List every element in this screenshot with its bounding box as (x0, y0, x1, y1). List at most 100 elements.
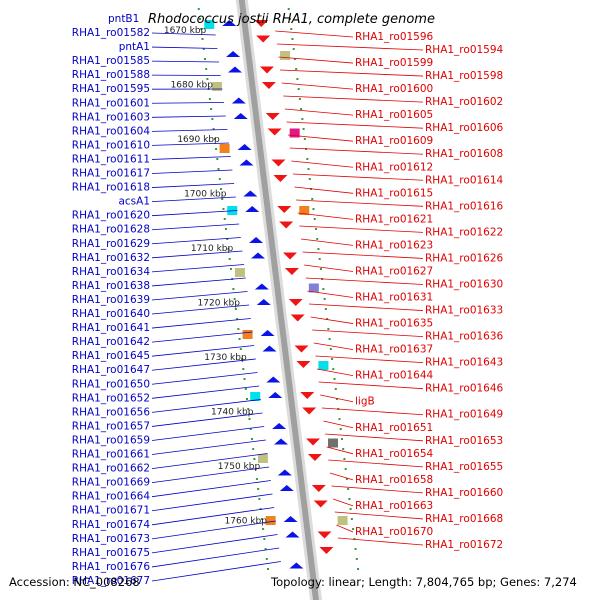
reverse-gene-arrow[interactable] (290, 314, 305, 322)
forward-gene-arrow[interactable] (289, 562, 304, 569)
forward-gene-arrow[interactable] (237, 144, 252, 150)
reverse-gene-arrow[interactable] (302, 407, 317, 415)
left-gene-label[interactable]: RHA1_ro01585 (72, 55, 150, 67)
left-gene-label[interactable]: RHA1_ro01582 (72, 27, 150, 39)
cog-box-right[interactable] (299, 206, 310, 215)
right-gene-label[interactable]: RHA1_ro01609 (355, 135, 433, 147)
left-gene-label[interactable]: RHA1_ro01588 (72, 69, 150, 81)
left-gene-label[interactable]: RHA1_ro01641 (72, 322, 150, 334)
right-gene-label[interactable]: RHA1_ro01596 (355, 31, 434, 43)
cog-box-right[interactable] (289, 128, 300, 138)
reverse-gene-arrow[interactable] (284, 268, 299, 275)
left-gene-label[interactable]: RHA1_ro01620 (72, 210, 150, 222)
right-gene-label[interactable]: RHA1_ro01616 (425, 200, 504, 212)
right-gene-label[interactable]: RHA1_ro01663 (355, 500, 433, 512)
left-gene-label[interactable]: RHA1_ro01595 (72, 83, 150, 95)
cog-box-right[interactable] (308, 283, 319, 293)
cog-box-right[interactable] (328, 438, 339, 448)
reverse-gene-arrow[interactable] (261, 82, 276, 89)
right-gene-label[interactable]: RHA1_ro01637 (355, 344, 433, 356)
forward-gene-arrow[interactable] (222, 20, 237, 26)
reverse-gene-arrow[interactable] (273, 175, 288, 182)
forward-gene-arrow[interactable] (268, 392, 283, 398)
forward-gene-arrow[interactable] (256, 299, 271, 305)
cog-box-right[interactable] (280, 51, 291, 60)
forward-gene-arrow[interactable] (272, 423, 287, 429)
left-gene-label[interactable]: RHA1_ro01632 (72, 252, 150, 264)
right-gene-label[interactable]: RHA1_ro01653 (425, 435, 503, 447)
left-gene-label[interactable]: pntA1 (119, 41, 150, 53)
right-gene-label[interactable]: RHA1_ro01615 (355, 187, 433, 199)
right-gene-label[interactable]: RHA1_ro01626 (425, 252, 504, 264)
left-gene-label[interactable]: RHA1_ro01634 (72, 266, 151, 278)
reverse-gene-arrow[interactable] (256, 35, 271, 43)
left-gene-label[interactable]: RHA1_ro01639 (72, 294, 150, 306)
right-gene-label[interactable]: RHA1_ro01655 (425, 461, 503, 473)
reverse-gene-arrow[interactable] (279, 221, 294, 229)
left-gene-label[interactable]: RHA1_ro01671 (72, 505, 150, 517)
right-gene-label[interactable]: RHA1_ro01654 (355, 448, 434, 460)
right-gene-label[interactable]: RHA1_ro01668 (425, 513, 503, 525)
right-gene-label[interactable]: RHA1_ro01658 (355, 474, 433, 486)
left-gene-label[interactable]: RHA1_ro01662 (72, 463, 150, 475)
forward-gene-arrow[interactable] (283, 516, 298, 522)
reverse-gene-arrow[interactable] (259, 66, 274, 74)
right-gene-label[interactable]: RHA1_ro01623 (355, 239, 433, 251)
forward-gene-arrow[interactable] (279, 485, 294, 491)
left-gene-label[interactable]: RHA1_ro01618 (72, 182, 150, 194)
forward-gene-arrow[interactable] (226, 51, 241, 57)
forward-gene-arrow[interactable] (254, 283, 269, 290)
reverse-gene-arrow[interactable] (265, 113, 280, 120)
reverse-gene-arrow[interactable] (267, 128, 282, 136)
left-gene-label[interactable]: RHA1_ro01638 (72, 280, 150, 292)
right-gene-label[interactable]: RHA1_ro01672 (425, 539, 503, 551)
forward-gene-arrow[interactable] (231, 97, 246, 104)
forward-gene-arrow[interactable] (245, 206, 260, 212)
forward-gene-arrow[interactable] (249, 237, 264, 243)
forward-gene-arrow[interactable] (227, 66, 242, 73)
left-gene-label[interactable]: RHA1_ro01647 (72, 364, 150, 376)
right-gene-label[interactable]: RHA1_ro01612 (355, 161, 433, 173)
reverse-gene-arrow[interactable] (306, 438, 321, 446)
reverse-gene-arrow[interactable] (288, 299, 303, 306)
right-gene-label[interactable]: RHA1_ro01606 (425, 122, 504, 134)
right-gene-label[interactable]: RHA1_ro01644 (355, 370, 434, 382)
left-gene-label[interactable]: RHA1_ro01611 (72, 153, 150, 165)
forward-gene-arrow[interactable] (243, 190, 258, 197)
left-gene-label[interactable]: RHA1_ro01656 (72, 406, 151, 418)
forward-gene-arrow[interactable] (251, 252, 266, 259)
cog-box-left[interactable] (204, 20, 215, 29)
right-gene-label[interactable]: RHA1_ro01599 (355, 57, 433, 69)
right-gene-label[interactable]: RHA1_ro01633 (425, 305, 503, 317)
left-gene-label[interactable]: RHA1_ro01650 (72, 378, 150, 390)
right-gene-label[interactable]: RHA1_ro01622 (425, 226, 503, 238)
left-gene-label[interactable]: RHA1_ro01673 (72, 533, 150, 545)
left-gene-label[interactable]: RHA1_ro01664 (72, 491, 151, 503)
right-gene-label[interactable]: RHA1_ro01608 (425, 148, 503, 160)
cog-box-left[interactable] (250, 392, 261, 401)
left-gene-label[interactable]: RHA1_ro01661 (72, 449, 150, 461)
left-gene-label[interactable]: RHA1_ro01659 (72, 434, 150, 446)
right-gene-label[interactable]: RHA1_ro01598 (425, 70, 503, 82)
right-gene-label[interactable]: RHA1_ro01621 (355, 213, 433, 225)
left-gene-label[interactable]: RHA1_ro01674 (72, 519, 151, 531)
left-gene-label[interactable]: RHA1_ro01604 (72, 125, 151, 137)
left-gene-label[interactable]: RHA1_ro01675 (72, 547, 150, 559)
right-gene-label[interactable]: RHA1_ro01631 (355, 292, 433, 304)
left-gene-label[interactable]: RHA1_ro01676 (72, 561, 151, 573)
cog-box-left[interactable] (265, 516, 276, 525)
forward-gene-arrow[interactable] (239, 159, 254, 166)
right-gene-label[interactable]: ligB (355, 396, 375, 408)
right-gene-label[interactable]: RHA1_ro01594 (425, 44, 504, 56)
reverse-gene-arrow[interactable] (300, 392, 315, 399)
forward-gene-arrow[interactable] (285, 531, 300, 538)
left-gene-label[interactable]: RHA1_ro01601 (72, 97, 150, 109)
reverse-gene-arrow[interactable] (319, 547, 334, 554)
forward-gene-arrow[interactable] (233, 113, 248, 119)
reverse-gene-arrow[interactable] (254, 20, 269, 27)
left-gene-label[interactable]: RHA1_ro01603 (72, 111, 150, 123)
right-gene-label[interactable]: RHA1_ro01660 (425, 487, 503, 499)
left-gene-label[interactable]: RHA1_ro01645 (72, 350, 150, 362)
title-prefix[interactable]: pntB1 (108, 13, 139, 25)
cog-box-left[interactable] (242, 330, 253, 339)
